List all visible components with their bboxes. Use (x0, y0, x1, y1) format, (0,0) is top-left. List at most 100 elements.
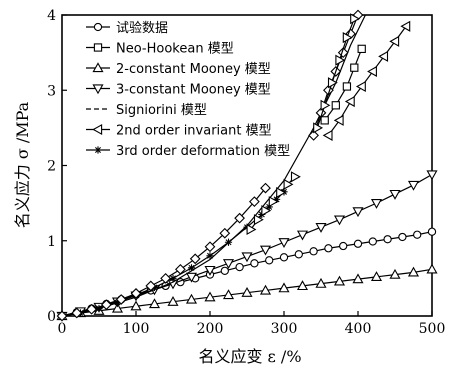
data-point (413, 230, 422, 239)
data-point (130, 288, 142, 299)
data-point (383, 235, 392, 244)
data-point (283, 178, 294, 190)
y-tick-label: 2 (47, 159, 56, 175)
legend-label: Neo-Hookean 模型 (116, 42, 234, 57)
axis-ticks: 0 100 200 300 400 500 0 1 2 3 4 (47, 8, 445, 337)
data-point (219, 227, 231, 239)
data-point (327, 77, 338, 89)
data-point (308, 130, 319, 141)
data-point (426, 170, 438, 181)
x-tick-label: 300 (271, 321, 298, 337)
data-point (333, 215, 346, 226)
legend-label: 试验数据 (116, 20, 168, 36)
data-point (250, 259, 259, 268)
legend-item: 2nd order invariant 模型 (86, 124, 272, 139)
y-tick-label: 0 (47, 309, 56, 325)
y-tick-label: 4 (47, 8, 56, 24)
data-point (187, 264, 196, 272)
data-point (350, 13, 361, 25)
data-point (260, 182, 271, 194)
data-point (94, 146, 102, 154)
data-point (93, 43, 103, 52)
data-point (294, 250, 303, 259)
legend-item: 3-constant Mooney 模型 (86, 83, 271, 98)
data-point (115, 294, 127, 305)
data-point (145, 280, 157, 292)
x-tick-label: 500 (419, 321, 446, 337)
data-point (222, 289, 235, 300)
series-line (61, 187, 266, 317)
data-point (378, 50, 389, 62)
data-point (331, 101, 340, 110)
data-point (56, 310, 68, 322)
x-tick-label: 400 (345, 321, 372, 337)
legend-label: 2-constant Mooney 模型 (116, 62, 271, 77)
data-point (241, 286, 253, 297)
legend-item: 试验数据 (86, 20, 168, 36)
data-point (320, 99, 331, 111)
data-point (224, 238, 233, 246)
data-point (296, 230, 309, 241)
data-point (315, 223, 327, 233)
data-point (350, 63, 359, 72)
data-point (400, 20, 411, 32)
series-7 (56, 182, 271, 322)
data-point (407, 180, 420, 191)
legend-item: 3rd order deformation 模型 (86, 144, 290, 159)
x-tick-label: 100 (123, 321, 150, 337)
series-0 (57, 227, 437, 321)
data-point (92, 123, 103, 136)
data-point (204, 241, 216, 253)
data-point (92, 62, 104, 73)
data-point (241, 252, 253, 263)
data-point (353, 239, 363, 248)
y-tick-label: 1 (47, 234, 56, 250)
plot-frame (61, 14, 433, 317)
x-tick-label: 200 (197, 321, 224, 337)
data-point (357, 44, 366, 54)
data-point (130, 300, 142, 311)
series-4 (61, 14, 366, 317)
data-point (222, 259, 235, 270)
data-point (265, 256, 274, 265)
series-10 (313, 13, 361, 134)
data-point (148, 298, 161, 309)
data-point (367, 65, 377, 77)
data-point (185, 293, 198, 304)
data-point (93, 22, 103, 32)
data-point (185, 272, 198, 283)
data-point (427, 227, 437, 236)
data-point (95, 304, 103, 313)
data-point (342, 32, 353, 44)
data-point (206, 252, 214, 260)
data-point (320, 116, 329, 125)
data-point (92, 84, 104, 95)
data-point (101, 299, 112, 311)
data-point (337, 47, 349, 59)
data-point (268, 196, 279, 208)
series-layer (56, 9, 438, 322)
data-point (368, 237, 377, 246)
data-point (220, 266, 229, 275)
data-point (278, 238, 290, 248)
data-point (389, 268, 401, 279)
x-tick-label: 0 (58, 321, 67, 337)
data-point (389, 189, 401, 200)
data-point (313, 122, 324, 134)
plot-border (61, 14, 433, 317)
data-point (278, 282, 290, 293)
y-tick-label: 3 (47, 83, 56, 99)
series-1 (320, 44, 366, 125)
data-point (169, 274, 177, 282)
data-point (335, 54, 346, 66)
data-point (111, 302, 124, 313)
x-axis-label: 名义应变 ε /% (198, 347, 301, 366)
data-point (407, 266, 420, 277)
series-9 (246, 171, 301, 236)
data-point (253, 214, 264, 226)
series-line (61, 14, 366, 317)
data-point (160, 272, 171, 284)
data-point (279, 253, 289, 262)
data-point (290, 171, 301, 183)
